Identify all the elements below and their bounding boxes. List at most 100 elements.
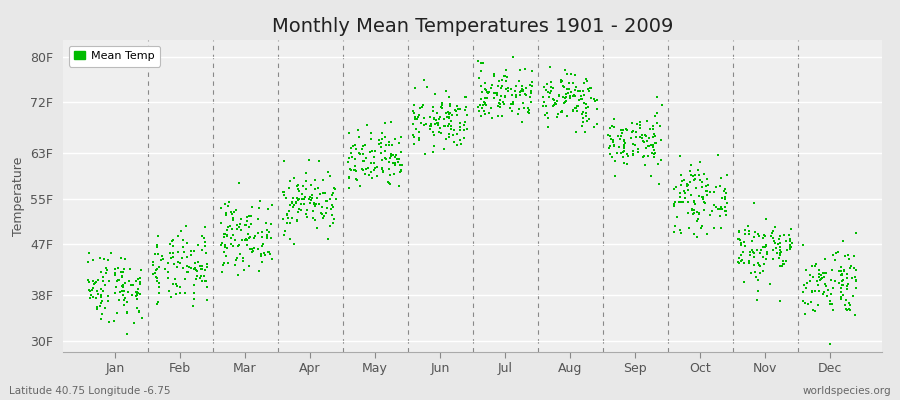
Point (251, 246, 266, 252)
Point (650, 110, 664, 116)
Point (824, 277, 839, 284)
Point (453, 106, 467, 112)
Point (451, 106, 465, 112)
Point (648, 112, 662, 119)
Point (374, 164, 389, 171)
Point (344, 145, 358, 151)
Point (376, 168, 391, 175)
Point (569, 84, 583, 90)
Point (485, 82, 500, 88)
Point (734, 240, 748, 246)
Point (506, 98, 520, 105)
Point (316, 214, 330, 221)
Point (189, 276, 203, 283)
Point (839, 296, 853, 303)
Point (616, 145, 631, 151)
Point (713, 206, 727, 212)
Point (175, 255, 189, 261)
Point (602, 151, 616, 157)
Point (634, 124, 648, 131)
Point (224, 226, 238, 232)
Point (351, 150, 365, 156)
Point (408, 114, 422, 120)
Point (428, 121, 442, 127)
Point (407, 110, 421, 117)
Point (406, 132, 420, 138)
Point (695, 194, 709, 200)
Point (751, 260, 765, 266)
Point (342, 173, 356, 180)
Point (748, 269, 762, 275)
Point (555, 83, 570, 90)
Point (186, 303, 201, 309)
Point (284, 235, 298, 242)
Point (581, 88, 596, 94)
Point (734, 258, 749, 264)
Point (601, 145, 616, 151)
Point (384, 151, 399, 157)
Point (220, 212, 234, 218)
Point (309, 216, 323, 223)
Point (720, 172, 734, 178)
Point (94, 269, 108, 275)
Point (394, 167, 409, 173)
Point (736, 279, 751, 285)
Point (752, 231, 766, 237)
Point (673, 193, 688, 200)
Point (513, 67, 527, 73)
Point (415, 104, 429, 110)
Point (306, 215, 320, 222)
Point (81, 277, 95, 283)
Point (362, 172, 376, 178)
Point (472, 108, 486, 114)
Point (577, 80, 591, 86)
Point (110, 277, 124, 284)
Point (476, 102, 491, 108)
Point (557, 100, 572, 106)
Point (497, 73, 511, 80)
Point (457, 122, 472, 128)
Point (746, 249, 760, 256)
Point (559, 91, 573, 98)
Point (633, 119, 647, 125)
Point (714, 175, 728, 182)
Point (812, 288, 826, 294)
Point (86, 294, 100, 300)
Point (439, 88, 454, 94)
Point (417, 122, 431, 128)
Point (375, 168, 390, 174)
Point (700, 192, 715, 198)
Point (91, 277, 105, 283)
Point (238, 222, 253, 228)
Point (814, 272, 828, 278)
Point (714, 205, 728, 211)
Point (130, 290, 144, 297)
Point (450, 131, 464, 137)
Point (828, 250, 842, 256)
Point (361, 165, 375, 171)
Point (256, 250, 271, 256)
Point (373, 141, 387, 148)
Point (576, 114, 590, 121)
Point (555, 108, 570, 114)
Point (753, 263, 768, 269)
Point (280, 211, 294, 218)
Point (842, 306, 857, 313)
Point (567, 92, 581, 98)
Point (164, 255, 178, 262)
Point (344, 167, 358, 173)
Point (118, 294, 132, 301)
Point (246, 248, 260, 254)
Point (240, 214, 255, 220)
Point (566, 80, 580, 86)
Point (516, 100, 530, 106)
Point (297, 196, 311, 202)
Point (518, 66, 532, 72)
Point (232, 224, 247, 230)
Point (107, 318, 122, 325)
Point (311, 158, 326, 164)
Point (326, 190, 340, 196)
Point (367, 159, 382, 166)
Point (359, 122, 374, 129)
Point (508, 83, 523, 89)
